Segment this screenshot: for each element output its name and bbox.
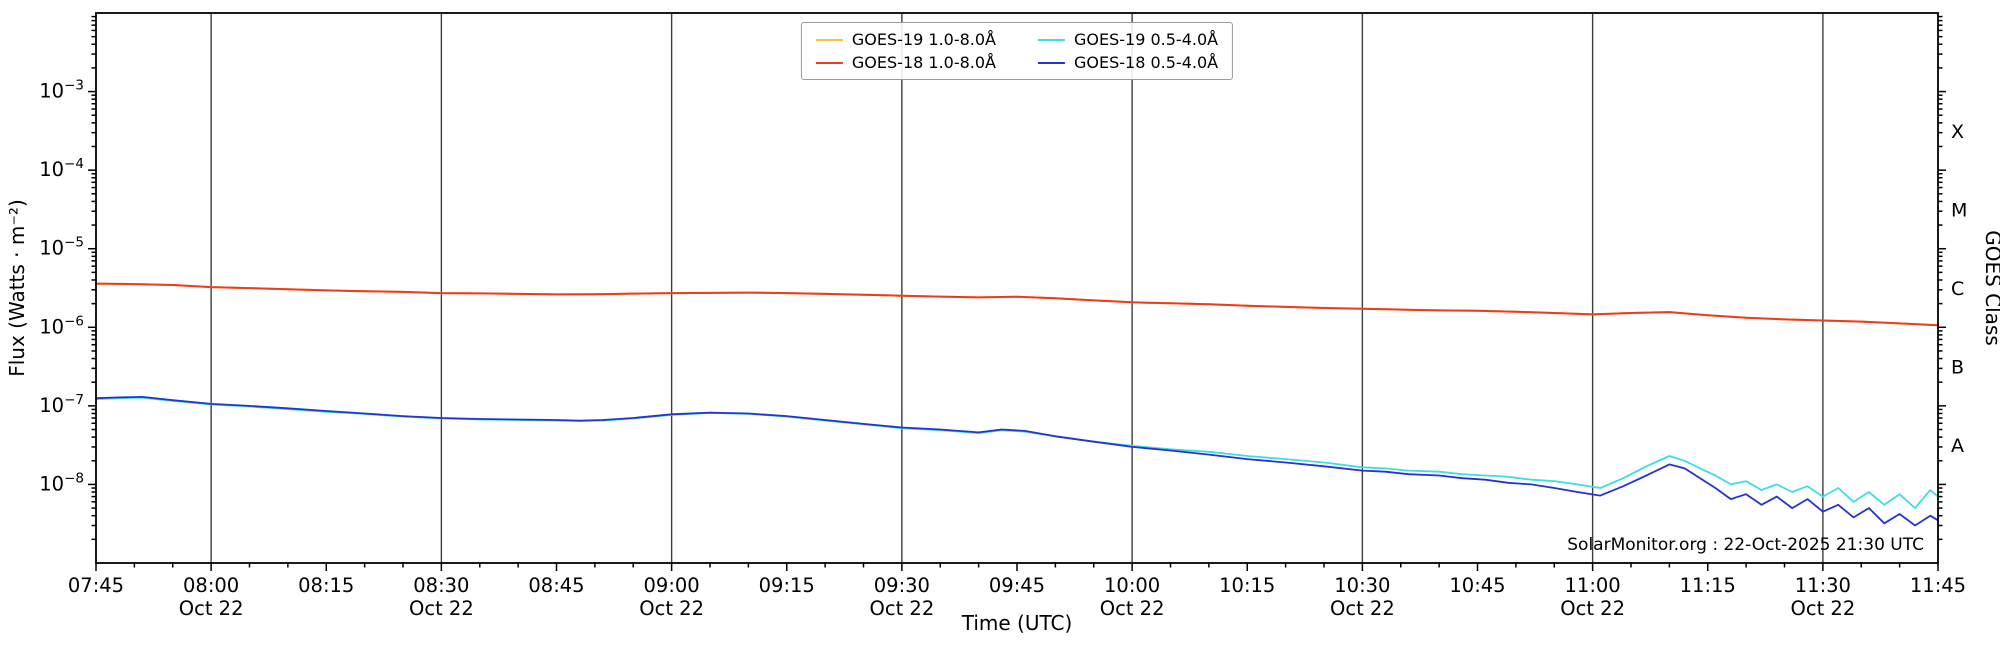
legend-line-swatch (815, 61, 843, 64)
x-tick-label: 10:15 (1219, 574, 1275, 597)
x-tick-date-label: Oct 22 (179, 597, 244, 620)
y-tick-label: 10−6 (39, 313, 84, 338)
series-lines (95, 282, 1939, 527)
legend-item: GOES-19 0.5-4.0Å (1038, 30, 1218, 49)
x-tick-label: 08:45 (528, 574, 584, 597)
x-tick-label: 10:00 (1104, 574, 1160, 597)
y-tick-label: 10−4 (39, 156, 84, 181)
y-tick-labels: 10−3 10−4 10−5 10−6 10−7 10−8 (39, 78, 84, 496)
x-axis-label-time: Time (UTC) (961, 611, 1073, 635)
y-axis-label-flux: Flux (Watts · m⁻²) (5, 199, 29, 377)
legend-line-swatch (1038, 61, 1065, 64)
x-tick-label: 10:30 (1334, 574, 1390, 597)
x-tick-label: 07:45 (68, 574, 124, 597)
x-tick-date-label: Oct 22 (1100, 597, 1165, 620)
y-tick-label: 10−5 (39, 235, 84, 260)
legend-item: GOES-19 1.0-8.0Å (815, 30, 996, 49)
goes-class-labels: X M C B A (1951, 121, 1967, 457)
legend-label: GOES-19 0.5-4.0Å (1074, 30, 1219, 49)
x-tick-label: 09:45 (989, 574, 1045, 597)
legend-label: GOES-18 1.0-8.0Å (851, 53, 996, 72)
x-tick-label: 10:45 (1449, 574, 1505, 597)
axis-ticks (88, 15, 1946, 571)
x-tick-label: 08:15 (298, 574, 354, 597)
series-line-goes-19-1-0-8-0- (95, 282, 1939, 327)
chart-legend: GOES-19 1.0-8.0Å GOES-18 1.0-8.0Å GOES-19 … (800, 22, 1234, 80)
solarmonitor-watermark: SolarMonitor.org : 22-Oct-2025 21:30 UTC (1567, 535, 1924, 555)
legend-item: GOES-18 0.5-4.0Å (1038, 53, 1218, 72)
x-tick-label: 08:30 (413, 574, 469, 597)
goes-class-label: X (1951, 121, 1964, 143)
goes-class-label: B (1951, 357, 1964, 379)
plot-frame (95, 12, 1939, 564)
goes-class-label: C (1951, 278, 1964, 300)
x-tick-label: 08:00 (183, 574, 239, 597)
y-tick-label: 10−7 (39, 392, 84, 417)
legend-item: GOES-18 1.0-8.0Å (815, 53, 996, 72)
x-tick-label: 09:30 (874, 574, 930, 597)
series-line-goes-18-1-0-8-0- (95, 282, 1939, 327)
x-tick-date-label: Oct 22 (1560, 597, 1625, 620)
x-tick-label: 11:30 (1795, 574, 1851, 597)
goes-class-label: M (1951, 199, 1967, 221)
y-axis-label-goes-class: GOES Class (1981, 230, 2000, 346)
x-tick-label: 11:15 (1680, 574, 1736, 597)
legend-label: GOES-19 1.0-8.0Å (851, 30, 996, 49)
x-tick-date-label: Oct 22 (1791, 597, 1856, 620)
x-tick-date-label: Oct 22 (639, 597, 704, 620)
series-line-goes-18-0-5-4-0- (95, 395, 1939, 527)
y-tick-label: 10−8 (39, 470, 84, 495)
legend-label: GOES-18 0.5-4.0Å (1074, 53, 1219, 72)
x-tick-label: 09:00 (644, 574, 700, 597)
x-tick-label: 11:45 (1910, 574, 1966, 597)
x-tick-date-label: Oct 22 (1330, 597, 1395, 620)
x-tick-label: 11:00 (1565, 574, 1621, 597)
x-tick-date-label: Oct 22 (870, 597, 935, 620)
y-tick-label: 10−3 (39, 78, 84, 103)
x-tick-label: 09:15 (759, 574, 815, 597)
gridlines (210, 13, 1824, 563)
legend-line-swatch (815, 38, 843, 41)
x-tick-date-label: Oct 22 (409, 597, 474, 620)
legend-line-swatch (1038, 38, 1065, 41)
goes-class-label: A (1951, 435, 1964, 457)
